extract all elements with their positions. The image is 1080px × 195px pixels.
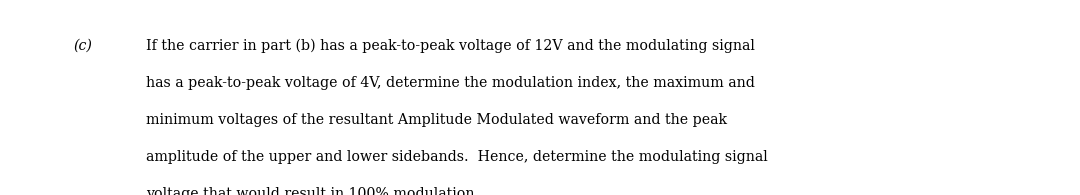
Text: minimum voltages of the resultant Amplitude Modulated waveform and the peak: minimum voltages of the resultant Amplit… bbox=[146, 113, 727, 127]
Text: (c): (c) bbox=[73, 39, 92, 53]
Text: voltage that would result in 100% modulation.: voltage that would result in 100% modula… bbox=[146, 187, 478, 195]
Text: amplitude of the upper and lower sidebands.  Hence, determine the modulating sig: amplitude of the upper and lower sideban… bbox=[146, 150, 768, 164]
Text: If the carrier in part (b) has a peak-to-peak voltage of 12V and the modulating : If the carrier in part (b) has a peak-to… bbox=[146, 39, 755, 53]
Text: has a peak-to-peak voltage of 4V, determine the modulation index, the maximum an: has a peak-to-peak voltage of 4V, determ… bbox=[146, 76, 755, 90]
